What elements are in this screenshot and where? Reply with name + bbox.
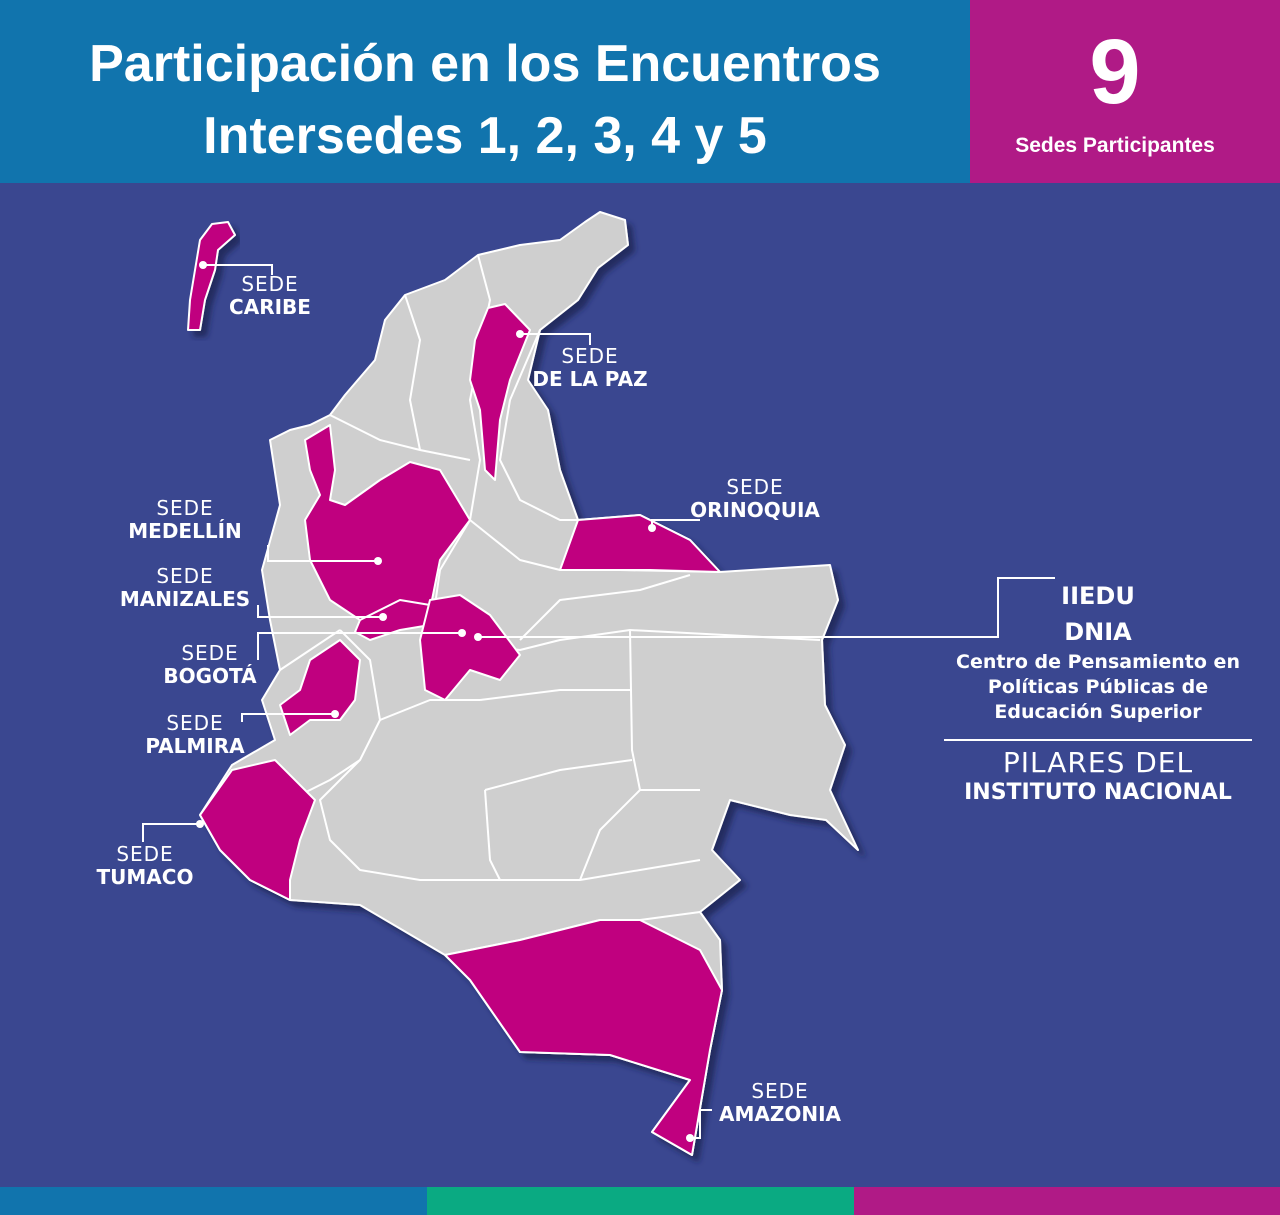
sede-label-amazonia: SEDE AMAZONIA xyxy=(710,1080,850,1126)
sede-name: MANIZALES xyxy=(119,587,251,611)
sede-label-manizales: SEDE MANIZALES xyxy=(115,565,255,611)
header-banner: Participación en los Encuentros Intersed… xyxy=(0,0,970,183)
region-amazonia xyxy=(444,919,723,1156)
dot-caribe xyxy=(199,261,207,269)
divider xyxy=(944,739,1252,741)
counter-number: 9 xyxy=(1089,21,1141,123)
sede-prefix: SEDE xyxy=(726,475,784,499)
sede-label-tumaco: SEDE TUMACO xyxy=(85,843,205,889)
sede-prefix: SEDE xyxy=(156,496,214,520)
page-title-line1: Participación en los Encuentros xyxy=(89,35,881,93)
sede-prefix: SEDE xyxy=(241,272,299,296)
sede-name: ORINOQUIA xyxy=(690,498,820,522)
sede-prefix: SEDE xyxy=(156,564,214,588)
dot-bogota-institute xyxy=(474,633,482,641)
sede-name: PALMIRA xyxy=(145,734,245,758)
sede-label-palmira: SEDE PALMIRA xyxy=(135,712,255,758)
footer-bar-magenta xyxy=(854,1187,1280,1215)
footer-bar-green xyxy=(427,1187,854,1215)
sede-label-caribe: SEDE CARIBE xyxy=(215,273,325,319)
region-tumaco xyxy=(199,759,316,901)
sede-name: CARIBE xyxy=(229,295,311,319)
dot-de-la-paz xyxy=(516,330,524,338)
sede-label-medellin: SEDE MEDELLÍN xyxy=(120,497,250,543)
pilares-line1: PILARES DEL xyxy=(1002,746,1194,779)
dot-orinoquia xyxy=(648,524,656,532)
centro-line3: Educación Superior xyxy=(994,701,1202,723)
sede-prefix: SEDE xyxy=(181,641,239,665)
iiedu-label: IIEDU xyxy=(1061,582,1135,610)
sede-name: TUMACO xyxy=(96,865,194,889)
region-orinoquia xyxy=(559,514,721,573)
dot-manizales xyxy=(379,613,387,621)
sede-name: AMAZONIA xyxy=(718,1102,842,1126)
sede-label-bogota: SEDE BOGOTÁ xyxy=(155,642,265,688)
dot-bogota xyxy=(458,629,466,637)
footer-bar-blue xyxy=(0,1187,427,1215)
dot-medellin xyxy=(374,557,382,565)
sede-prefix: SEDE xyxy=(751,1079,809,1103)
region-caribe-island xyxy=(187,221,236,331)
sede-name: BOGOTÁ xyxy=(163,664,257,688)
page-title-line2: Intersedes 1, 2, 3, 4 y 5 xyxy=(203,107,767,165)
colombia-map xyxy=(142,211,1055,1156)
sede-name: MEDELLÍN xyxy=(128,519,242,543)
sede-name: DE LA PAZ xyxy=(532,367,648,391)
region-de-la-paz xyxy=(469,303,531,481)
sede-label-orinoquia: SEDE ORINOQUIA xyxy=(680,476,830,522)
sede-prefix: SEDE xyxy=(561,344,619,368)
region-bogota xyxy=(419,594,521,701)
pilares-line2: INSTITUTO NACIONAL xyxy=(964,780,1232,805)
centro-line2: Políticas Públicas de xyxy=(987,676,1209,698)
sede-prefix: SEDE xyxy=(116,842,174,866)
sede-label-de-la-paz: SEDE DE LA PAZ xyxy=(530,345,650,391)
dot-tumaco xyxy=(196,820,204,828)
bogota-info-block: IIEDU DNIA Centro de Pensamiento en Polí… xyxy=(938,578,1258,807)
highlighted-regions xyxy=(187,221,723,1156)
dnia-label: DNIA xyxy=(1064,618,1132,646)
participants-counter: 9 Sedes Participantes xyxy=(970,0,1280,183)
dot-amazonia xyxy=(686,1134,694,1142)
location-dots xyxy=(196,261,694,1142)
counter-label: Sedes Participantes xyxy=(1015,134,1215,157)
dot-palmira xyxy=(331,710,339,718)
sede-prefix: SEDE xyxy=(166,711,224,735)
centro-line1: Centro de Pensamiento en xyxy=(956,651,1240,673)
region-palmira xyxy=(279,639,361,736)
